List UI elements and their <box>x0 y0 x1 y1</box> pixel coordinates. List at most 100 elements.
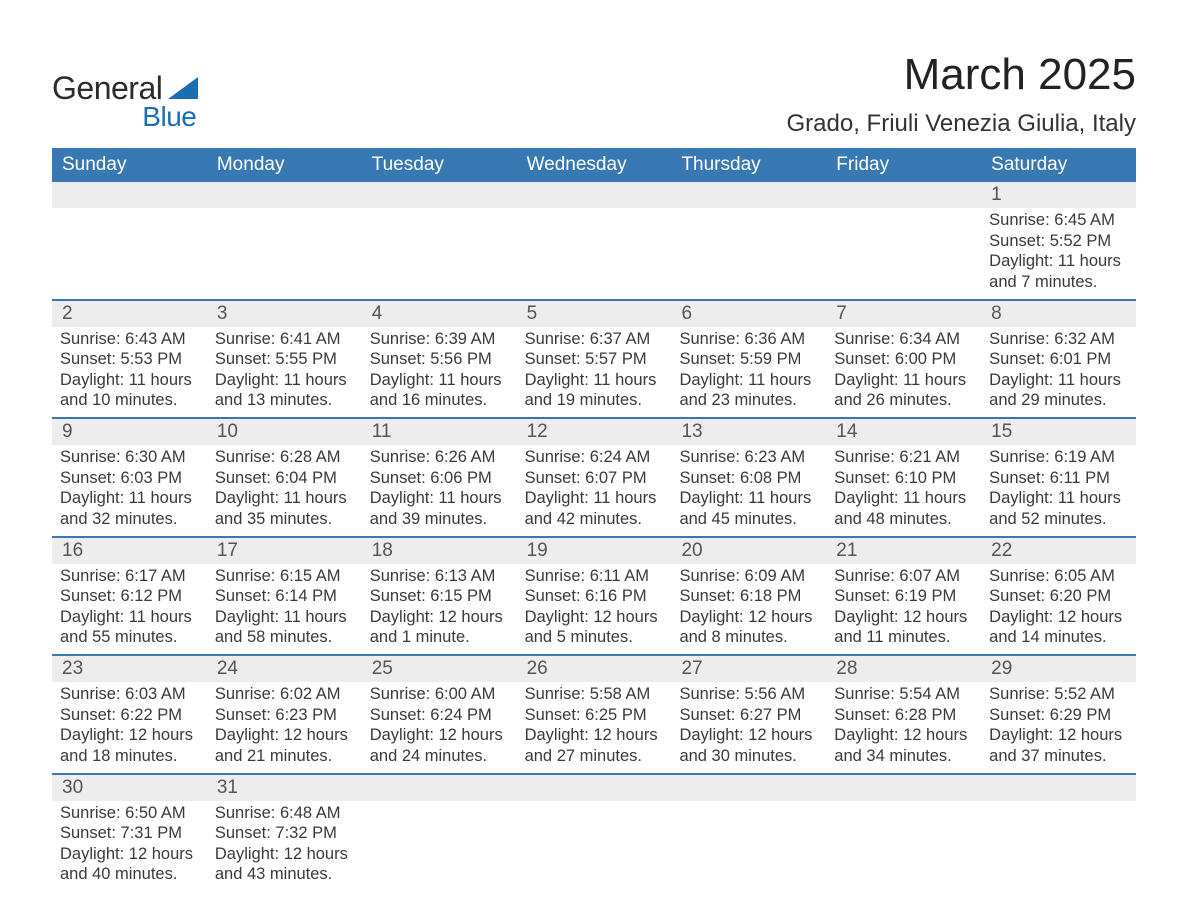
day-number: 1 <box>981 182 1136 208</box>
day-d2: and 18 minutes. <box>60 746 199 767</box>
week-row: Sunrise: 6:45 AMSunset: 5:52 PMDaylight:… <box>52 208 1136 301</box>
day-cell: Sunrise: 6:28 AMSunset: 6:04 PMDaylight:… <box>207 445 362 536</box>
day-cell <box>207 208 362 299</box>
day-cell: Sunrise: 6:37 AMSunset: 5:57 PMDaylight:… <box>517 327 672 418</box>
day-sunset: Sunset: 6:10 PM <box>834 468 973 489</box>
month-title: March 2025 <box>787 50 1137 100</box>
day-d1: Daylight: 12 hours <box>60 844 199 865</box>
day-d1: Daylight: 12 hours <box>989 607 1128 628</box>
day-sunset: Sunset: 6:25 PM <box>525 705 664 726</box>
day-sunrise: Sunrise: 6:09 AM <box>679 566 818 587</box>
day-d1: Daylight: 12 hours <box>215 725 354 746</box>
day-sunrise: Sunrise: 5:56 AM <box>679 684 818 705</box>
day-sunset: Sunset: 6:07 PM <box>525 468 664 489</box>
day-sunrise: Sunrise: 6:11 AM <box>525 566 664 587</box>
day-number: 17 <box>207 538 362 564</box>
day-header-cell: Sunday <box>52 148 207 182</box>
day-d2: and 30 minutes. <box>679 746 818 767</box>
day-cell: Sunrise: 6:48 AMSunset: 7:32 PMDaylight:… <box>207 801 362 892</box>
day-sunset: Sunset: 5:57 PM <box>525 349 664 370</box>
day-cell: Sunrise: 5:54 AMSunset: 6:28 PMDaylight:… <box>826 682 981 773</box>
day-sunrise: Sunrise: 6:13 AM <box>370 566 509 587</box>
day-cell: Sunrise: 6:17 AMSunset: 6:12 PMDaylight:… <box>52 564 207 655</box>
day-d1: Daylight: 11 hours <box>679 370 818 391</box>
day-number-row: 3031 <box>52 775 1136 801</box>
day-header-cell: Saturday <box>981 148 1136 182</box>
week-row: Sunrise: 6:03 AMSunset: 6:22 PMDaylight:… <box>52 682 1136 775</box>
day-cell: Sunrise: 6:50 AMSunset: 7:31 PMDaylight:… <box>52 801 207 892</box>
day-sunset: Sunset: 6:18 PM <box>679 586 818 607</box>
day-number: 21 <box>826 538 981 564</box>
day-sunrise: Sunrise: 6:17 AM <box>60 566 199 587</box>
day-number: 29 <box>981 656 1136 682</box>
day-number: 28 <box>826 656 981 682</box>
day-number-row: 23242526272829 <box>52 656 1136 682</box>
day-sunset: Sunset: 5:52 PM <box>989 231 1128 252</box>
day-d1: Daylight: 12 hours <box>60 725 199 746</box>
day-sunset: Sunset: 5:56 PM <box>370 349 509 370</box>
day-header-cell: Tuesday <box>362 148 517 182</box>
day-number <box>826 182 981 208</box>
day-number <box>826 775 981 801</box>
day-cell: Sunrise: 5:52 AMSunset: 6:29 PMDaylight:… <box>981 682 1136 773</box>
day-sunset: Sunset: 5:55 PM <box>215 349 354 370</box>
day-d2: and 40 minutes. <box>60 864 199 885</box>
day-d1: Daylight: 12 hours <box>834 607 973 628</box>
day-d2: and 7 minutes. <box>989 272 1128 293</box>
day-number: 23 <box>52 656 207 682</box>
day-sunset: Sunset: 6:24 PM <box>370 705 509 726</box>
day-number: 2 <box>52 301 207 327</box>
day-sunrise: Sunrise: 5:58 AM <box>525 684 664 705</box>
day-d1: Daylight: 12 hours <box>679 725 818 746</box>
day-number: 20 <box>671 538 826 564</box>
day-d2: and 39 minutes. <box>370 509 509 530</box>
day-d1: Daylight: 11 hours <box>834 488 973 509</box>
day-number: 5 <box>517 301 672 327</box>
day-cell: Sunrise: 6:34 AMSunset: 6:00 PMDaylight:… <box>826 327 981 418</box>
day-sunset: Sunset: 7:32 PM <box>215 823 354 844</box>
day-number: 9 <box>52 419 207 445</box>
day-d2: and 42 minutes. <box>525 509 664 530</box>
day-header-cell: Monday <box>207 148 362 182</box>
day-sunset: Sunset: 6:08 PM <box>679 468 818 489</box>
day-sunset: Sunset: 5:59 PM <box>679 349 818 370</box>
day-number: 27 <box>671 656 826 682</box>
day-cell: Sunrise: 6:26 AMSunset: 6:06 PMDaylight:… <box>362 445 517 536</box>
day-d2: and 35 minutes. <box>215 509 354 530</box>
day-cell: Sunrise: 6:09 AMSunset: 6:18 PMDaylight:… <box>671 564 826 655</box>
day-d2: and 27 minutes. <box>525 746 664 767</box>
day-cell: Sunrise: 6:07 AMSunset: 6:19 PMDaylight:… <box>826 564 981 655</box>
day-number-row: 1 <box>52 182 1136 208</box>
day-sunrise: Sunrise: 6:28 AM <box>215 447 354 468</box>
day-d1: Daylight: 11 hours <box>215 488 354 509</box>
day-number: 15 <box>981 419 1136 445</box>
day-d2: and 10 minutes. <box>60 390 199 411</box>
day-d1: Daylight: 11 hours <box>60 607 199 628</box>
day-sunset: Sunset: 6:22 PM <box>60 705 199 726</box>
day-sunset: Sunset: 6:06 PM <box>370 468 509 489</box>
day-cell <box>52 208 207 299</box>
day-sunset: Sunset: 6:20 PM <box>989 586 1128 607</box>
day-d2: and 37 minutes. <box>989 746 1128 767</box>
day-cell: Sunrise: 6:43 AMSunset: 5:53 PMDaylight:… <box>52 327 207 418</box>
day-cell <box>826 801 981 892</box>
day-sunrise: Sunrise: 6:07 AM <box>834 566 973 587</box>
day-number: 13 <box>671 419 826 445</box>
day-sunrise: Sunrise: 6:24 AM <box>525 447 664 468</box>
day-sunrise: Sunrise: 6:32 AM <box>989 329 1128 350</box>
day-number: 6 <box>671 301 826 327</box>
day-d1: Daylight: 11 hours <box>834 370 973 391</box>
day-cell: Sunrise: 6:36 AMSunset: 5:59 PMDaylight:… <box>671 327 826 418</box>
day-number <box>517 182 672 208</box>
day-d2: and 5 minutes. <box>525 627 664 648</box>
day-d2: and 45 minutes. <box>679 509 818 530</box>
day-cell: Sunrise: 6:05 AMSunset: 6:20 PMDaylight:… <box>981 564 1136 655</box>
day-number <box>362 775 517 801</box>
day-number: 16 <box>52 538 207 564</box>
day-sunset: Sunset: 6:15 PM <box>370 586 509 607</box>
day-cell: Sunrise: 6:13 AMSunset: 6:15 PMDaylight:… <box>362 564 517 655</box>
day-number <box>362 182 517 208</box>
day-number: 24 <box>207 656 362 682</box>
week-row: Sunrise: 6:50 AMSunset: 7:31 PMDaylight:… <box>52 801 1136 892</box>
day-sunrise: Sunrise: 5:54 AM <box>834 684 973 705</box>
